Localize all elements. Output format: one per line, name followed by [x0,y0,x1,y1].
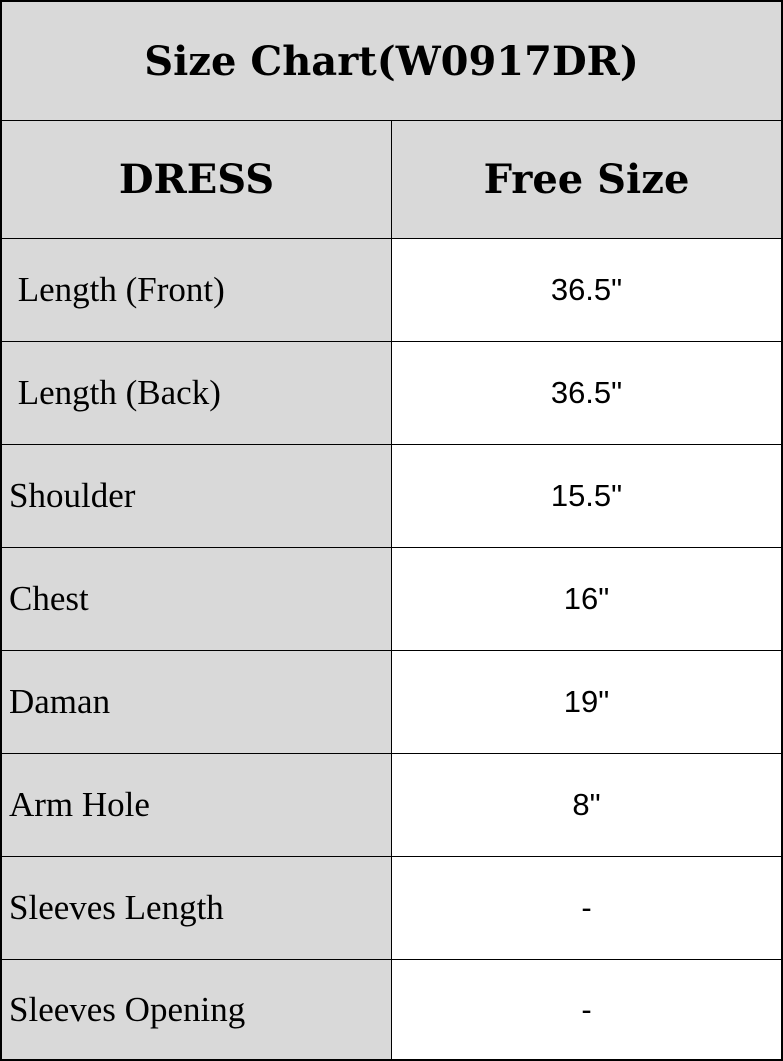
measurement-value: - [392,960,781,1059]
table-row: Length (Back) 36.5" [2,342,781,445]
measurement-value: 36.5" [392,239,781,341]
measurement-value: 15.5" [392,445,781,547]
table-row: Daman 19" [2,651,781,754]
measurement-label: Arm Hole [2,754,392,856]
table-row: Chest 16" [2,548,781,651]
measurement-label: Sleeves Opening [2,960,392,1059]
measurement-value: 16" [392,548,781,650]
measurement-value: 19" [392,651,781,753]
measurement-label: Length (Front) [2,239,392,341]
table-row: Length (Front) 36.5" [2,239,781,342]
header-free-size: Free Size [392,121,781,238]
table-row: Arm Hole 8" [2,754,781,857]
measurement-value: - [392,857,781,959]
measurement-label: Daman [2,651,392,753]
measurement-value: 36.5" [392,342,781,444]
table-row: Sleeves Length - [2,857,781,960]
table-title: Size Chart(W0917DR) [2,2,781,121]
header-row: DRESS Free Size [2,121,781,239]
measurement-value: 8" [392,754,781,856]
measurement-label: Chest [2,548,392,650]
table-row: Sleeves Opening - [2,960,781,1059]
header-dress: DRESS [2,121,392,238]
table-row: Shoulder 15.5" [2,445,781,548]
measurement-label: Sleeves Length [2,857,392,959]
measurement-label: Shoulder [2,445,392,547]
measurement-label: Length (Back) [2,342,392,444]
